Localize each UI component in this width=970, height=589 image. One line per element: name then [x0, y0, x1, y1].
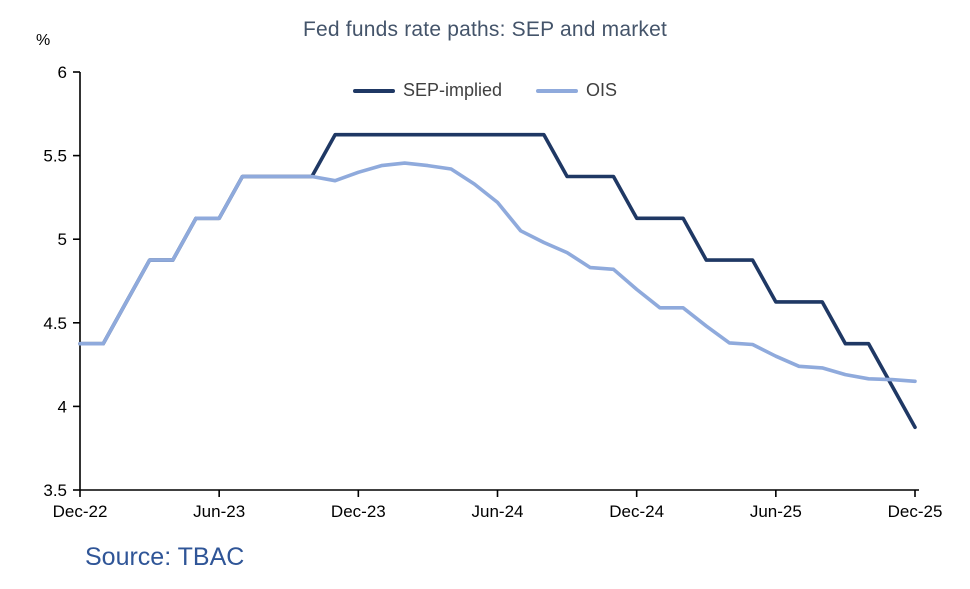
ois-line-swatch — [536, 88, 579, 93]
chart-title: Fed funds rate paths: SEP and market — [302, 18, 667, 41]
chart-legend: SEP-implied OIS — [0, 80, 970, 101]
x-tick-label: Jun-23 — [193, 502, 245, 521]
y-tick-label: 5.5 — [43, 147, 67, 166]
x-tick-label: Jun-25 — [750, 502, 802, 521]
sep-implied-line-swatch — [352, 88, 395, 93]
y-axis-unit-label: % — [36, 32, 51, 49]
ois-line — [78, 161, 917, 384]
source-label: Source: TBAC — [85, 543, 245, 571]
y-tick-label: 3.5 — [43, 481, 67, 500]
legend-item-ois: OIS — [536, 80, 617, 101]
x-tick-label: Jun-24 — [472, 502, 524, 521]
x-tick-label: Dec-23 — [331, 502, 386, 521]
y-tick-label: 6 — [58, 63, 67, 82]
y-tick-label: 5 — [58, 230, 67, 249]
legend-item-sep-implied: SEP-implied — [352, 80, 503, 101]
x-tick-label: Dec-25 — [888, 502, 943, 521]
legend-label-sep-implied: SEP-implied — [402, 80, 503, 100]
x-tick-label: Dec-24 — [609, 502, 664, 521]
y-tick-label: 4 — [58, 397, 67, 416]
y-tick-label: 4.5 — [43, 314, 67, 333]
legend-label-ois: OIS — [586, 80, 618, 100]
x-tick-label: Dec-22 — [53, 502, 108, 521]
sep-implied-line — [78, 132, 917, 430]
